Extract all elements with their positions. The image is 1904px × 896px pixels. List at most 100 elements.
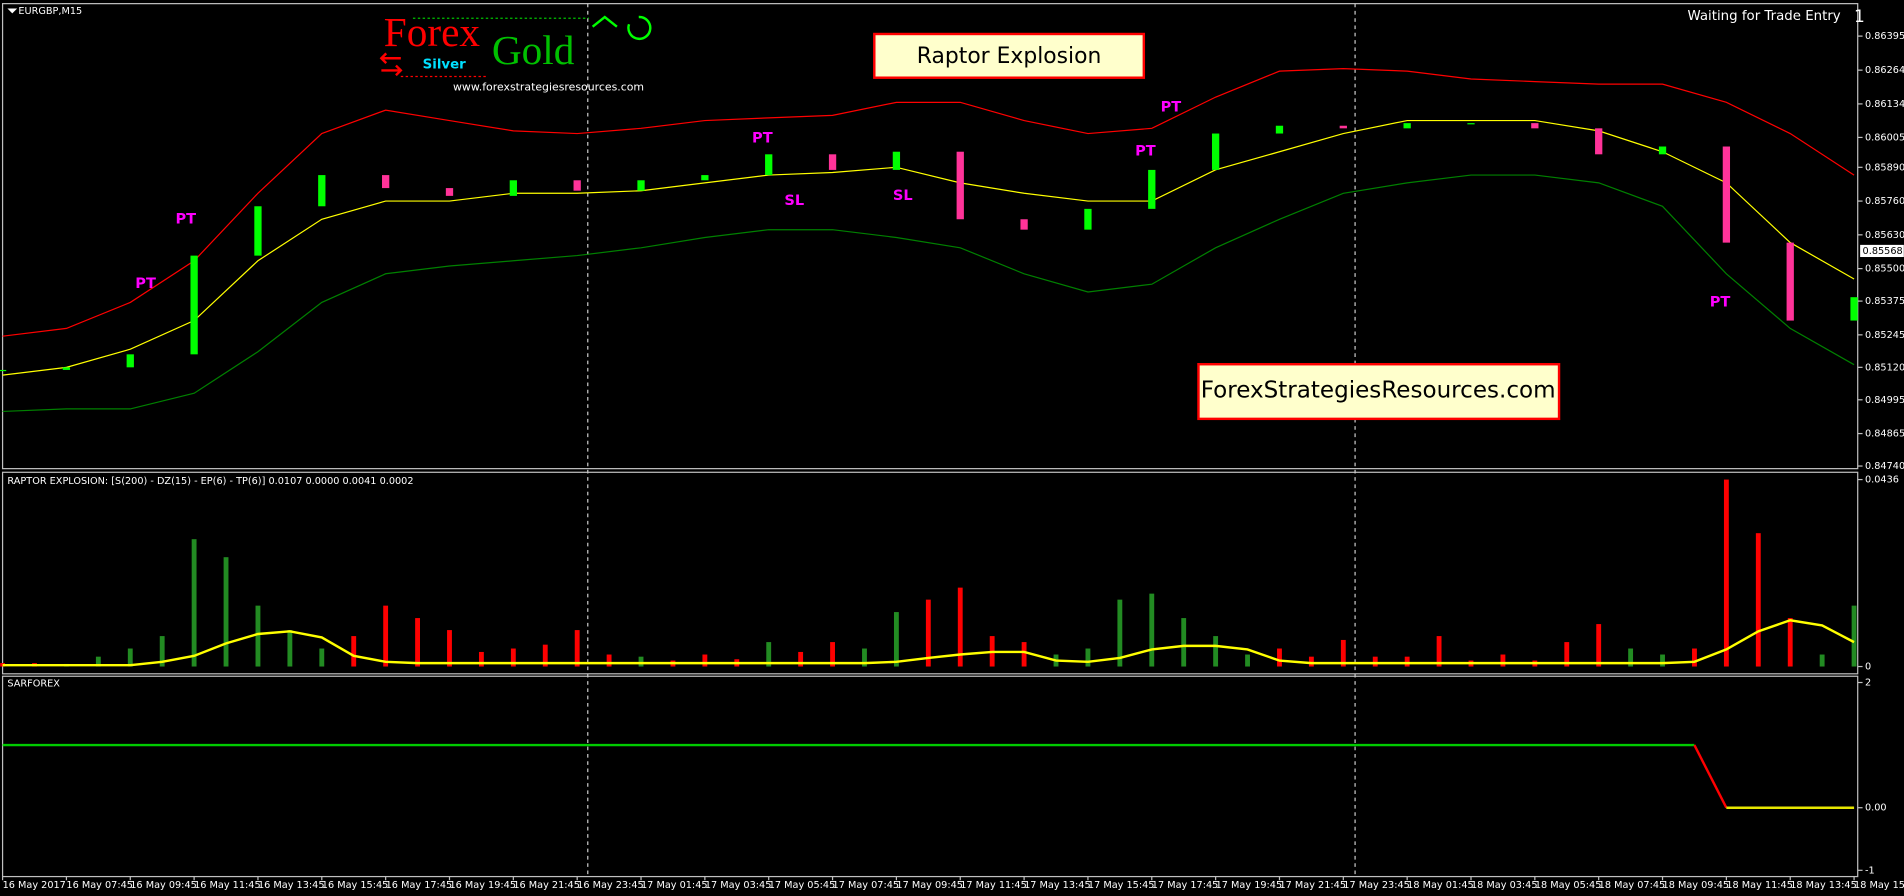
bar <box>1372 656 1378 667</box>
corner-label: 1 <box>1854 7 1865 27</box>
plots: 0.86395 0.86264 0.86134 0.86005 0.85890 0.857… <box>0 31 1904 891</box>
x-tick-label: 18 May 01:45 <box>1407 880 1474 891</box>
x-tick-label: 17 May 09:45 <box>896 880 963 891</box>
x-tick-label: 16 May 09:45 <box>130 880 197 891</box>
signal-line <box>2 619 1855 667</box>
candle <box>126 354 134 368</box>
watermark-box <box>1197 363 1561 421</box>
candle <box>892 151 901 170</box>
annotation: PT <box>752 130 773 147</box>
candle <box>765 154 773 176</box>
bar <box>223 557 229 667</box>
candle <box>1467 123 1475 125</box>
bar <box>351 636 357 667</box>
bar <box>95 656 101 667</box>
candle <box>1722 146 1731 243</box>
symbol-title: EURGBP,M15 <box>18 6 82 17</box>
bar <box>574 630 580 667</box>
y-tick-label: 0.85890 <box>1865 162 1904 173</box>
bar <box>510 648 516 667</box>
sar-line <box>1693 744 1728 809</box>
x-tick-label: 16 May 11:45 <box>194 880 261 891</box>
bar <box>1564 642 1570 667</box>
x-tick-label: 16 May 23:45 <box>577 880 644 891</box>
y-tick-label: 0.86005 <box>1865 132 1904 143</box>
candle <box>318 175 326 207</box>
logo-icon <box>591 15 652 41</box>
bar <box>287 630 293 667</box>
logo-gold: Gold <box>492 27 575 73</box>
x-tick-label: 18 May 11:45 <box>1726 880 1793 891</box>
y-tick-label: 0.84995 <box>1865 395 1904 406</box>
candle <box>0 369 7 372</box>
bar <box>1755 533 1761 667</box>
y-tick-label: 0.0436 <box>1865 475 1899 486</box>
bar <box>319 648 325 667</box>
bar <box>159 636 165 667</box>
x-tick-label: 16 May 21:45 <box>513 880 580 891</box>
band-line <box>2 67 1855 337</box>
y-tick-label: 2 <box>1865 678 1871 689</box>
bar <box>1277 648 1282 667</box>
bar <box>606 654 612 667</box>
annotation: SL <box>784 192 804 209</box>
band-line <box>2 174 1855 413</box>
bar <box>1500 654 1506 667</box>
candle <box>190 255 198 355</box>
candle <box>637 180 645 191</box>
x-tick-label: 17 May 15:45 <box>1088 880 1155 891</box>
bar <box>766 642 772 667</box>
logo-url: www.forexstrategiesresources.com <box>453 80 644 93</box>
raptor-title: RAPTOR EXPLOSION: [S(200) - DZ(15) - EP(… <box>7 476 413 487</box>
current-price-box <box>1860 244 1904 258</box>
bar <box>1660 654 1665 667</box>
candle <box>1339 125 1347 129</box>
bar <box>255 605 261 667</box>
bar <box>1213 636 1219 667</box>
candle <box>1148 169 1156 209</box>
logo-silver: Silver <box>423 57 467 72</box>
candle <box>1531 123 1539 129</box>
y-tick-label: 0.86395 <box>1865 31 1904 42</box>
price-panel <box>1 3 1859 470</box>
logo-arrows <box>379 52 403 77</box>
candle <box>573 180 581 191</box>
y-tick-label: 0.85375 <box>1865 296 1904 307</box>
bar <box>478 651 484 667</box>
x-tick-label: 17 May 07:45 <box>833 880 900 891</box>
x-tick-label: 17 May 05:45 <box>769 880 836 891</box>
annotation: PT <box>135 275 156 292</box>
bar <box>383 605 389 667</box>
x-tick-label: 18 May 15 <box>1854 880 1904 891</box>
x-tick-label: 18 May 07:45 <box>1599 880 1666 891</box>
bar <box>1085 648 1091 667</box>
bar <box>1308 656 1314 667</box>
bar <box>957 587 963 667</box>
bar <box>1851 605 1857 667</box>
band-line <box>2 119 1855 376</box>
logo-forex: Forex <box>384 9 481 55</box>
current-price: 0.85568 <box>1863 246 1903 257</box>
bar <box>1340 639 1346 667</box>
y-tick-label: 0.86264 <box>1865 65 1904 76</box>
bar <box>127 648 133 667</box>
banner-box <box>873 32 1146 79</box>
x-tick-label: 16 May 19:45 <box>449 880 516 891</box>
y-tick-label: 0.85630 <box>1865 230 1904 241</box>
y-tick-label: 0.85500 <box>1865 264 1904 275</box>
y-tick-label: 0.00 <box>1865 803 1887 814</box>
bar <box>702 654 708 667</box>
bar <box>1628 648 1634 667</box>
bar <box>862 648 867 667</box>
candle <box>382 175 390 189</box>
bar <box>1723 479 1729 667</box>
annotation: PT <box>176 210 197 227</box>
candle <box>1850 297 1858 321</box>
sar-panel <box>1 675 1859 878</box>
sar-title: SARFOREX <box>7 679 60 690</box>
bar <box>830 642 835 667</box>
annotation: PT <box>1161 99 1182 116</box>
x-tick-label: 17 May 17:45 <box>1152 880 1219 891</box>
